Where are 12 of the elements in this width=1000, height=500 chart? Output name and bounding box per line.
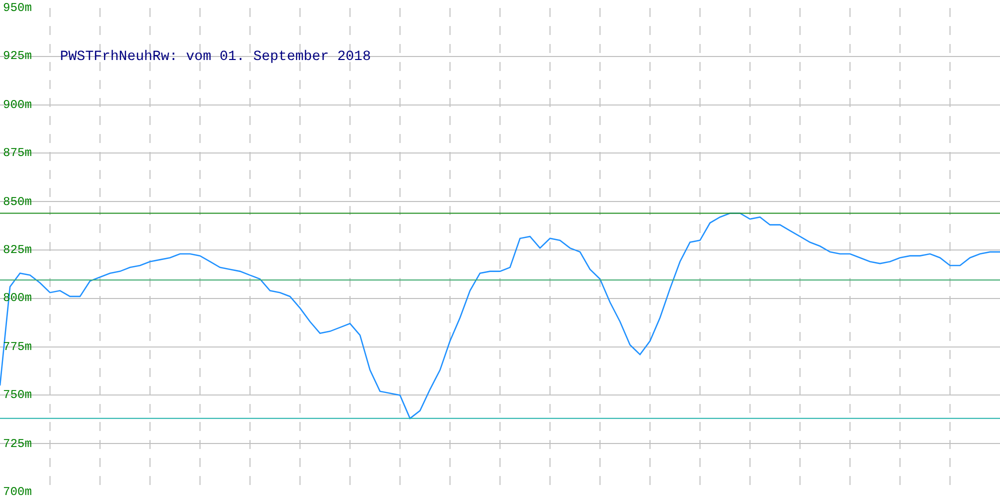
y-tick-label: 725m bbox=[3, 437, 32, 451]
text: PWSTFrhNeuhRw: vom 01. September 2018 bbox=[60, 48, 371, 65]
y-tick-label: 850m bbox=[3, 195, 32, 209]
y-tick-label: 775m bbox=[3, 340, 32, 354]
y-tick-label: 700m bbox=[3, 485, 32, 499]
y-tick-label: 900m bbox=[3, 98, 32, 112]
y-tick-label: 825m bbox=[3, 243, 32, 257]
y-tick-label: 925m bbox=[3, 49, 32, 63]
y-tick-label: 750m bbox=[3, 388, 32, 402]
line-series bbox=[0, 212, 1000, 420]
y-tick-label: 875m bbox=[3, 146, 32, 160]
y-tick-label: 950m bbox=[3, 1, 32, 15]
